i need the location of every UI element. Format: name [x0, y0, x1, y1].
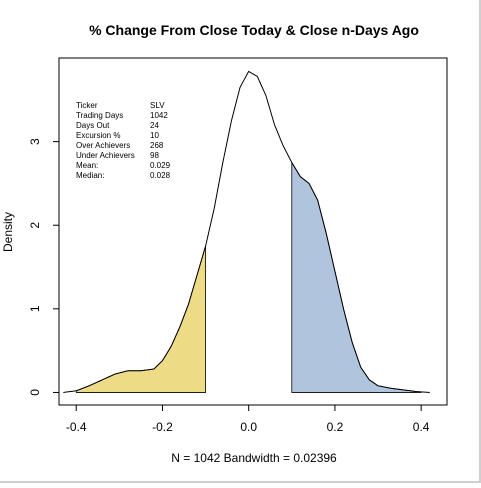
- x-tick-label: 0.4: [413, 420, 430, 434]
- stats-value: 268: [150, 141, 164, 150]
- stats-label: Days Out: [76, 121, 110, 130]
- x-tick-label: -0.4: [66, 420, 87, 434]
- stats-value: 1042: [150, 111, 168, 120]
- chart-title: % Change From Close Today & Close n-Days…: [89, 22, 419, 38]
- stats-value: 24: [150, 121, 159, 130]
- stats-label: Trading Days: [76, 111, 123, 120]
- plot-area: [63, 70, 430, 393]
- axes: -0.4 -0.2 0.0 0.2 0.4 0 1 2 3: [28, 57, 448, 434]
- x-tick-label: -0.2: [152, 420, 173, 434]
- stats-label: Over Achievers: [76, 141, 130, 150]
- plot-frame: [58, 57, 448, 406]
- shaded-region-over-achievers: [291, 161, 422, 393]
- stats-value: 0.028: [150, 171, 171, 180]
- y-tick-label: 0: [28, 389, 42, 396]
- frame-border-right: [479, 0, 481, 483]
- stats-value: 10: [150, 131, 159, 140]
- x-tick-label: 0.2: [327, 420, 344, 434]
- frame-border-bottom: [0, 481, 481, 483]
- stats-label: Median:: [76, 171, 104, 180]
- stats-label: Excursion %: [76, 131, 120, 140]
- stats-value: 0.029: [150, 161, 171, 170]
- stats-label: Ticker: [76, 101, 98, 110]
- x-axis-label: N = 1042 Bandwidth = 0.02396: [171, 451, 337, 465]
- y-tick-label: 3: [28, 138, 42, 145]
- stats-table: Ticker SLV Trading Days 1042 Days Out 24 Excur…: [76, 101, 171, 180]
- stats-label: Under Achievers: [76, 151, 135, 160]
- density-curve: [63, 70, 430, 393]
- stats-value: 98: [150, 151, 159, 160]
- stats-value: SLV: [150, 101, 165, 110]
- y-tick-label: 2: [28, 222, 42, 229]
- stats-label: Mean:: [76, 161, 98, 170]
- x-tick-label: 0.0: [240, 420, 257, 434]
- y-tick-label: 1: [28, 305, 42, 312]
- y-axis-label: Density: [1, 212, 15, 252]
